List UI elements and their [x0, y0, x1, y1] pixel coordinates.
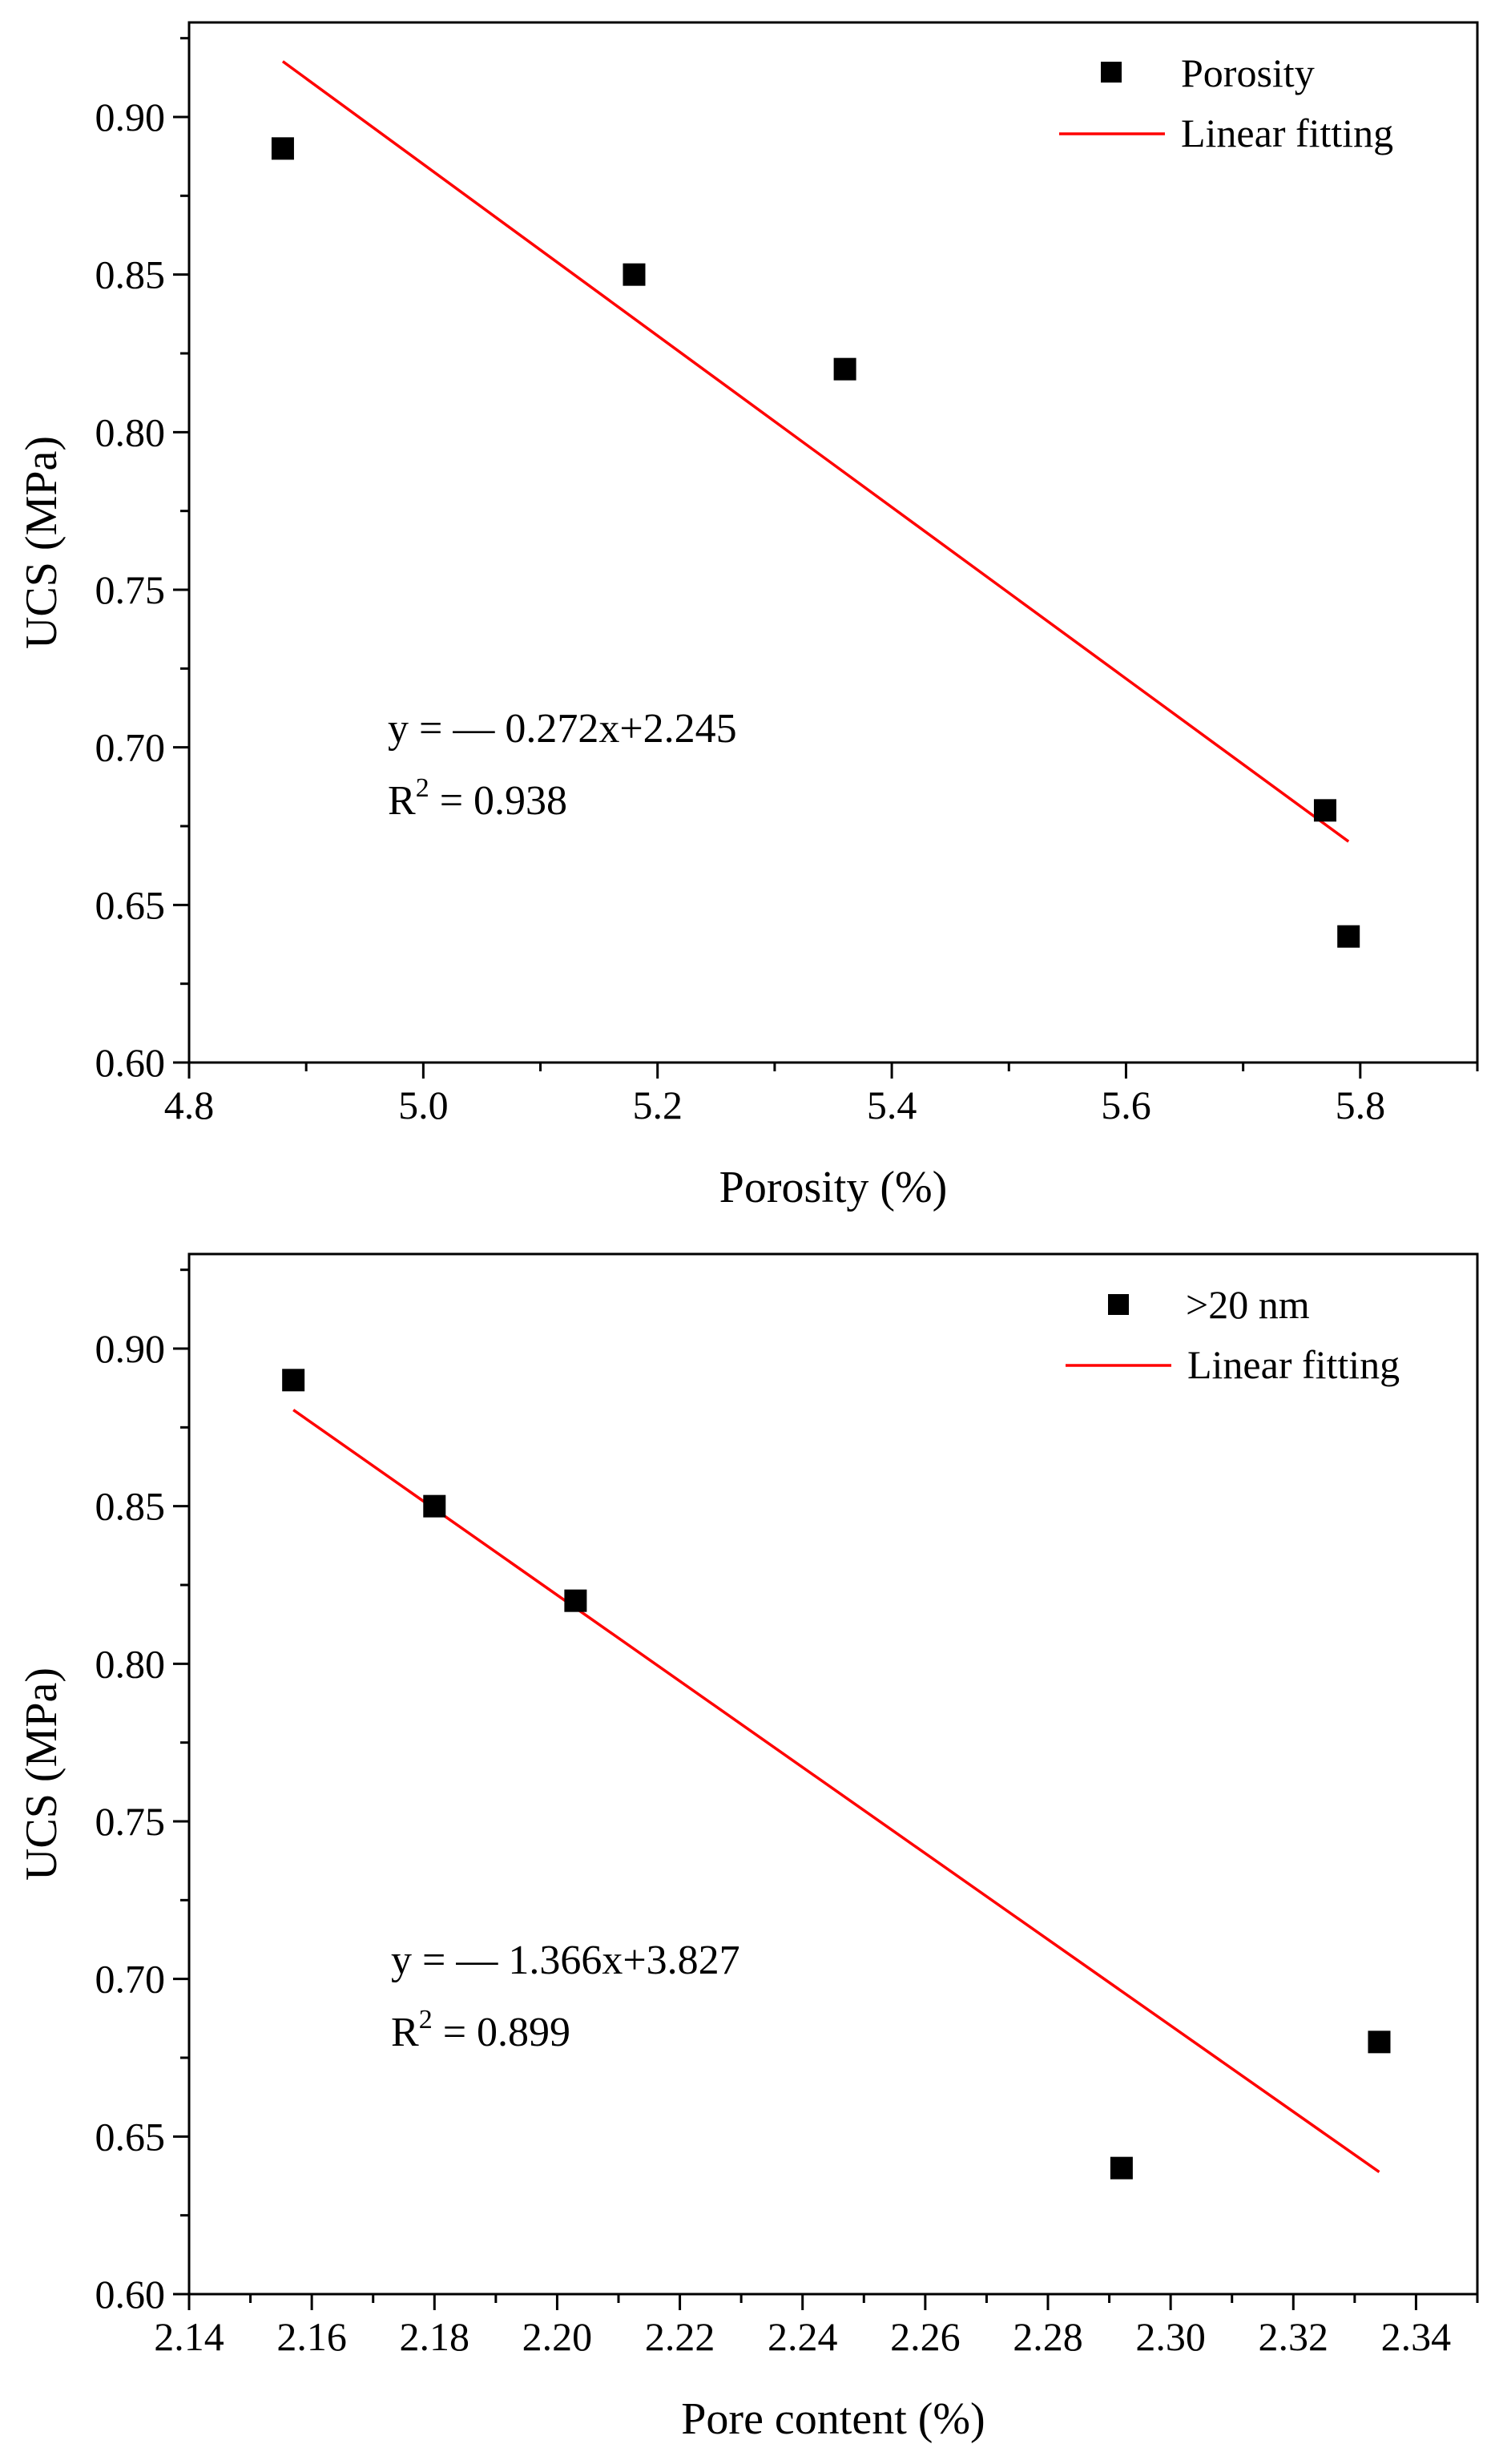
fit-r-squared: R2 = 0.899 [391, 2005, 570, 2055]
x-tick-label: 5.4 [867, 1083, 917, 1127]
data-point [1110, 2156, 1133, 2180]
fit-equation: y = — 0.272x+2.245 [388, 706, 737, 752]
pore-content-chart-svg: 2.14 2.16 2.18 2.20 2.22 2.24 2.26 2.28 2.30 2.32… [17, 1252, 1479, 2444]
data-point [271, 137, 294, 160]
y-tick-label: 0.60 [95, 1040, 166, 1085]
x-tick-label: 2.14 [154, 2314, 224, 2359]
legend-label-gt20nm: >20 nm [1186, 1282, 1310, 1327]
y-tick-label: 0.70 [95, 725, 166, 770]
data-point [1313, 799, 1336, 822]
fit-equation: y = — 1.366x+3.827 [391, 1938, 740, 1983]
legend-label-linear-fitting: Linear fitting [1181, 111, 1393, 155]
y-tick-label: 0.65 [95, 2114, 166, 2159]
data-point [423, 1494, 446, 1518]
x-tick-label: 2.22 [645, 2314, 715, 2359]
fit-line [292, 1409, 1380, 2173]
x-tick-label: 5.8 [1336, 1083, 1386, 1127]
porosity-chart-svg: 4.8 5.0 5.2 5.4 5.6 5.8 0.600.650.700.750.800… [17, 21, 1479, 1212]
y-tick-label: 0.85 [95, 252, 166, 297]
plot-frame [187, 21, 1479, 1064]
y-tick-label: 0.90 [95, 1326, 166, 1371]
x-tick-label: 4.8 [164, 1083, 215, 1127]
y-axis-title: UCS (MPa) [17, 1668, 66, 1881]
data-point [623, 263, 646, 286]
x-tick-label: 2.20 [522, 2314, 593, 2359]
x-tick-label: 2.28 [1013, 2314, 1083, 2359]
series-group [282, 1369, 1391, 2180]
fit-r-squared: R2 = 0.938 [388, 773, 567, 824]
y-tick-label: 0.65 [95, 882, 166, 927]
x-tick-label: 5.0 [398, 1083, 449, 1127]
x-tick-label: 2.32 [1259, 2314, 1329, 2359]
legend-marker-gt20nm [1108, 1294, 1129, 1315]
data-point [282, 1369, 305, 1392]
data-point [1368, 2030, 1391, 2054]
data-point [833, 357, 856, 381]
x-tick-label: 5.2 [632, 1083, 683, 1127]
x-tick-label: 2.18 [400, 2314, 470, 2359]
x-tick-label: 2.24 [768, 2314, 838, 2359]
legend-marker-porosity [1101, 62, 1122, 83]
fit-annotation: y = — 0.272x+2.245 R2 = 0.938 [388, 706, 737, 824]
legend-label-linear-fitting: Linear fitting [1187, 1342, 1400, 1387]
chart-porosity: 4.8 5.0 5.2 5.4 5.6 5.8 0.60 0.65 0.70 0.75 0.80 0… [17, 21, 1479, 1212]
fit-line [281, 60, 1350, 843]
y-axis: 0.60 0.65 0.70 0.75 0.80 0.85 0.90 [95, 1268, 189, 2317]
y-tick-label: 0.75 [95, 567, 166, 612]
fit-annotation: y = — 1.366x+3.827 R2 = 0.899 [391, 1938, 740, 2055]
plot-frame [187, 1252, 1479, 2296]
x-tick-label: 2.34 [1381, 2314, 1452, 2359]
y-tick-label: 0.85 [95, 1484, 166, 1529]
x-axis: 2.14 2.16 2.18 2.20 2.22 2.24 2.26 2.28 2.30 2.32… [154, 2294, 1479, 2359]
data-point [564, 1589, 587, 1612]
y-axis-title: UCS (MPa) [17, 436, 66, 649]
legend: Porosity Linear fitting [1059, 50, 1393, 155]
y-tick-label: 0.70 [95, 1957, 166, 2002]
x-axis-title: Porosity (%) [719, 1163, 948, 1212]
y-axis: 0.60 0.65 0.70 0.75 0.80 0.85 0.90 [95, 37, 189, 1085]
x-axis-title: Pore content (%) [681, 2394, 985, 2444]
x-axis: 4.8 5.0 5.2 5.4 5.6 5.8 [164, 1063, 1479, 1127]
x-tick-label: 2.26 [890, 2314, 961, 2359]
chart-pore-content: 2.14 2.16 2.18 2.20 2.22 2.24 2.26 2.28 2.30 2.32… [0, 1232, 1499, 2463]
legend: >20 nm Linear fitting [1066, 1282, 1400, 1387]
x-tick-label: 2.30 [1135, 2314, 1206, 2359]
series-group [271, 60, 1360, 948]
x-tick-label: 2.16 [276, 2314, 347, 2359]
data-point [1337, 925, 1360, 948]
x-tick-label: 5.6 [1101, 1083, 1151, 1127]
y-tick-label: 0.90 [95, 95, 166, 139]
y-tick-label: 0.60 [95, 2272, 166, 2317]
legend-label-porosity: Porosity [1181, 50, 1315, 95]
y-tick-label: 0.80 [95, 1641, 166, 1686]
y-tick-label: 0.75 [95, 1799, 166, 1844]
y-tick-label: 0.80 [95, 409, 166, 454]
